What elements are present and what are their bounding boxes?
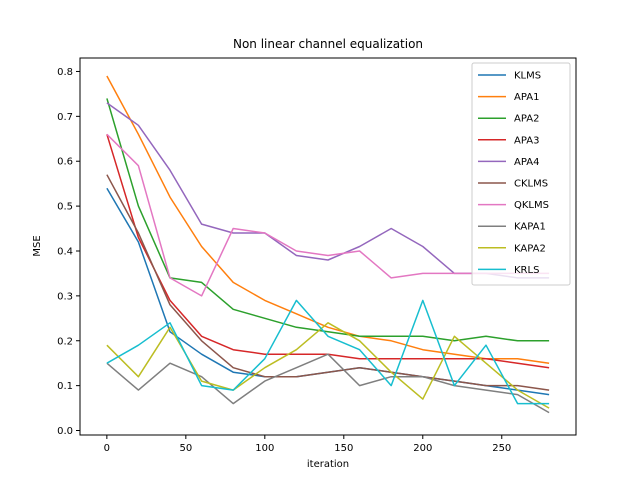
series-line-krls bbox=[106, 299, 550, 405]
series-line-apa1 bbox=[106, 75, 550, 364]
y-tick-label: 0.1 bbox=[57, 381, 73, 392]
series-line-apa2 bbox=[106, 98, 550, 342]
y-tick-label: 0.5 bbox=[57, 202, 73, 213]
legend: KLMS APA1 APA2 APA3 APA4 CKLMS QKLMS KAPA1 KAPA2… bbox=[471, 62, 571, 286]
y-tick-label: 0.0 bbox=[57, 426, 73, 437]
x-tick-label: 100 bbox=[255, 443, 274, 454]
y-axis-label: MSE bbox=[32, 235, 43, 256]
y-tick-label: 0.6 bbox=[57, 157, 73, 168]
x-axis: 0 50 100 150 200 250 bbox=[104, 435, 511, 454]
y-tick-label: 0.2 bbox=[57, 336, 73, 347]
legend-label-cklms: CKLMS bbox=[514, 179, 548, 190]
legend-label-qklms: QKLMS bbox=[514, 200, 549, 211]
x-tick-label: 150 bbox=[334, 443, 353, 454]
legend-label-apa1: APA1 bbox=[514, 92, 539, 103]
y-tick-label: 0.4 bbox=[57, 246, 73, 257]
x-tick-label: 50 bbox=[179, 443, 192, 454]
legend-label-apa3: APA3 bbox=[514, 135, 539, 146]
legend-label-kapa2: KAPA2 bbox=[514, 243, 546, 254]
x-tick-label: 0 bbox=[104, 443, 110, 454]
legend-label-apa4: APA4 bbox=[514, 157, 539, 168]
series-line-kapa1 bbox=[106, 353, 550, 414]
legend-label-klms: KLMS bbox=[514, 71, 541, 82]
x-tick-label: 200 bbox=[413, 443, 432, 454]
legend-label-kapa1: KAPA1 bbox=[514, 222, 546, 233]
x-axis-label: iteration bbox=[307, 459, 349, 470]
series-line-cklms bbox=[106, 174, 550, 391]
y-tick-label: 0.3 bbox=[57, 291, 73, 302]
y-axis: 0.0 0.1 0.2 0.3 0.4 0.5 0.6 0.7 0.8 bbox=[57, 67, 80, 437]
x-tick-label: 250 bbox=[492, 443, 511, 454]
axes-frame bbox=[79, 57, 577, 436]
y-tick-label: 0.7 bbox=[57, 112, 73, 123]
chart-title: Non linear channel equalization bbox=[233, 37, 423, 51]
legend-label-krls: KRLS bbox=[514, 265, 539, 276]
y-tick-label: 0.8 bbox=[57, 67, 73, 78]
legend-label-apa2: APA2 bbox=[514, 114, 539, 125]
